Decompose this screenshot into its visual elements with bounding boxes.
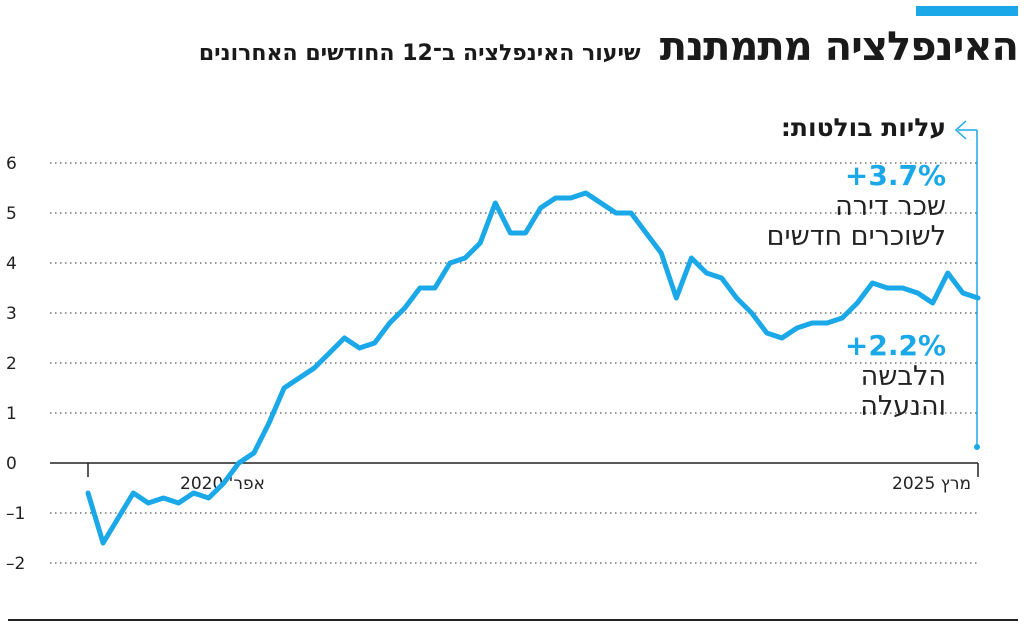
highlights-title: עליות בולטות: — [780, 113, 946, 142]
y-tick-label: 4 — [6, 254, 17, 274]
x-end-label: מרץ 2025 — [892, 474, 971, 494]
rent-label-line2: לשוכרים חדשים — [766, 221, 946, 252]
accent-bar — [916, 6, 1018, 16]
header: האינפלציה מתמתנת שיעור האינפלציה ב־12 הח… — [198, 24, 1019, 70]
series-line — [85, 190, 981, 546]
y-tick-label: 3 — [6, 304, 17, 324]
y-tick-label: 0 — [6, 454, 17, 474]
y-tick-label: –1 — [6, 504, 25, 524]
rent-value: +3.7% — [844, 159, 946, 192]
y-tick-label: 2 — [6, 354, 17, 374]
y-tick-label: 1 — [6, 404, 17, 424]
y-tick-label: –2 — [6, 554, 25, 574]
rent-label-line1: שכר דירה — [835, 191, 946, 222]
highlight-bracket-dot — [974, 444, 980, 450]
chart-title: האינפלציה מתמתנת — [659, 24, 1019, 70]
chart-subtitle: שיעור האינפלציה ב־12 החודשים האחרונים — [198, 41, 641, 66]
clothing-label-line2: והנעלה — [860, 391, 946, 422]
arrow-left-icon — [954, 120, 967, 140]
y-tick-label: 5 — [6, 204, 17, 224]
clothing-label-line1: הלבשה — [860, 361, 946, 392]
clothing-value: +2.2% — [844, 329, 946, 362]
y-tick-label: 6 — [6, 154, 17, 174]
highlight-clothing: +2.2% הלבשה והנעלה — [845, 330, 946, 422]
highlight-rent: +3.7% שכר דירה לשוכרים חדשים — [767, 160, 946, 252]
